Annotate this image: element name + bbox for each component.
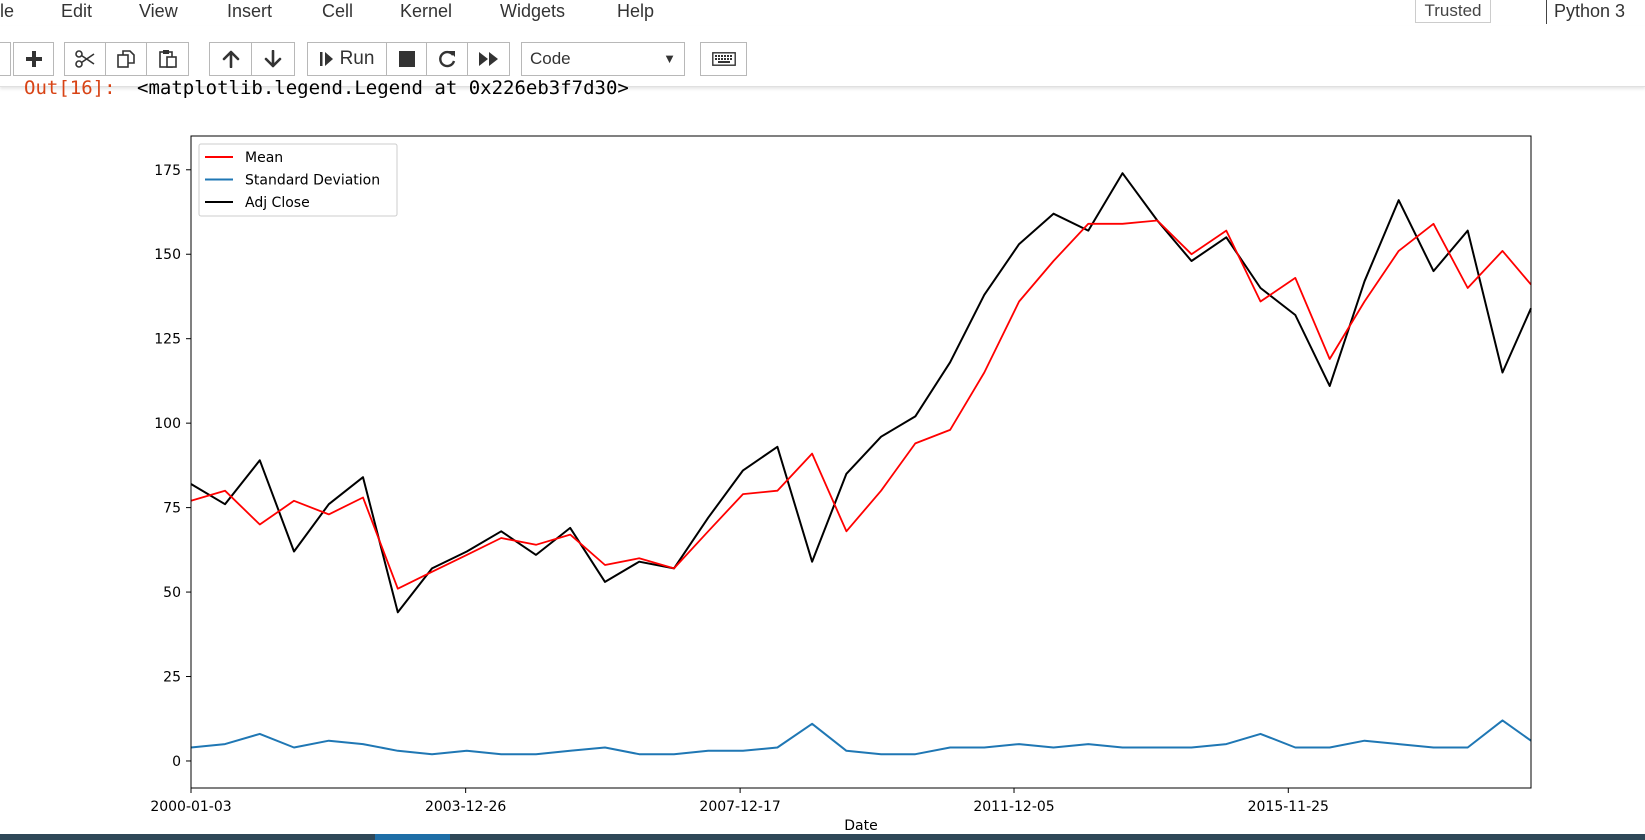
move-up-icon — [222, 50, 239, 68]
y-tick-label: 0 — [172, 754, 181, 770]
run-button-label: Run — [339, 48, 375, 69]
plot-area — [191, 136, 1531, 788]
series-line-mean — [190, 219, 1532, 590]
menu-view[interactable]: View — [139, 1, 178, 21]
menu-kernel[interactable]: Kernel — [400, 1, 453, 21]
menu-edit[interactable]: Edit — [61, 1, 93, 21]
run-icon — [319, 52, 333, 66]
y-tick-label: 125 — [154, 332, 181, 348]
cell-type-select[interactable]: Code ▼ — [521, 42, 685, 76]
x-tick-label: 2003-12-26 — [425, 799, 506, 815]
y-tick-label: 25 — [163, 670, 181, 686]
output-text: <matplotlib.legend.Legend at 0x226eb3f7d… — [137, 77, 629, 99]
menu-insert[interactable]: Insert — [227, 1, 273, 21]
menu-widgets[interactable]: Widgets — [500, 1, 566, 21]
menu-file[interactable]: le — [0, 1, 15, 21]
insert-cell-below-button[interactable] — [13, 42, 54, 76]
restart-icon — [439, 50, 456, 68]
x-tick-label: 2007-12-17 — [699, 799, 780, 815]
trusted-indicator[interactable]: Trusted — [1415, 0, 1491, 23]
taskbar-active-item — [375, 834, 450, 840]
legend-label: Adj Close — [245, 195, 310, 211]
legend-box — [198, 143, 398, 217]
y-tick-label: 150 — [154, 247, 181, 263]
chevron-down-icon: ▼ — [663, 51, 676, 66]
paste-button[interactable] — [146, 42, 189, 76]
fast-forward-icon — [478, 52, 498, 66]
series-line-standard-deviation — [190, 719, 1532, 756]
save-button[interactable] — [0, 42, 11, 76]
restart-kernel-button[interactable] — [426, 42, 468, 76]
output-prompt: Out[16]: — [24, 77, 116, 99]
move-down-button[interactable] — [251, 42, 295, 76]
cell-type-value: Code — [530, 49, 571, 68]
y-tick-label: 100 — [154, 416, 181, 432]
plot-frame — [190, 135, 1532, 789]
interrupt-kernel-button[interactable] — [386, 42, 427, 76]
x-tick-label: 2011-12-05 — [973, 799, 1054, 815]
x-tick-label: 2000-01-03 — [150, 799, 231, 815]
legend-label: Mean — [245, 150, 283, 166]
cut-icon — [75, 50, 95, 68]
kernel-separator — [1546, 0, 1547, 24]
y-tick-label: 175 — [154, 163, 181, 179]
toolbar: Run Code ▼ — [0, 26, 1645, 87]
menu-bar: le Edit View Insert Cell Kernel Widgets … — [0, 0, 1645, 26]
keyboard-icon — [711, 52, 736, 66]
command-palette-button[interactable] — [700, 42, 747, 76]
taskbar — [0, 834, 1645, 840]
menu-cell[interactable]: Cell — [322, 1, 354, 21]
series-line-adj-close — [190, 172, 1532, 614]
paste-icon — [158, 50, 177, 68]
y-tick-label: 50 — [163, 585, 181, 601]
legend-label: Standard Deviation — [245, 173, 380, 189]
insert-cell-below-icon — [25, 51, 42, 67]
move-down-icon — [264, 50, 282, 68]
move-up-button[interactable] — [209, 42, 252, 76]
cut-button[interactable] — [64, 42, 106, 76]
restart-run-all-button[interactable] — [467, 42, 510, 76]
x-axis-label: Date — [844, 818, 877, 834]
line-chart: 0 25 50 75 100 125 150 175 2000-01-03 2003-12-26 2… — [150, 135, 1532, 834]
copy-icon — [117, 50, 135, 68]
menu-help[interactable]: Help — [617, 1, 655, 21]
kernel-indicator[interactable]: Python 3 — [1554, 1, 1626, 21]
x-tick-label: 2015-11-25 — [1248, 799, 1329, 815]
copy-button[interactable] — [105, 42, 147, 76]
run-button[interactable]: Run — [307, 42, 387, 76]
y-tick-label: 75 — [163, 501, 181, 517]
stop-icon — [398, 51, 415, 67]
